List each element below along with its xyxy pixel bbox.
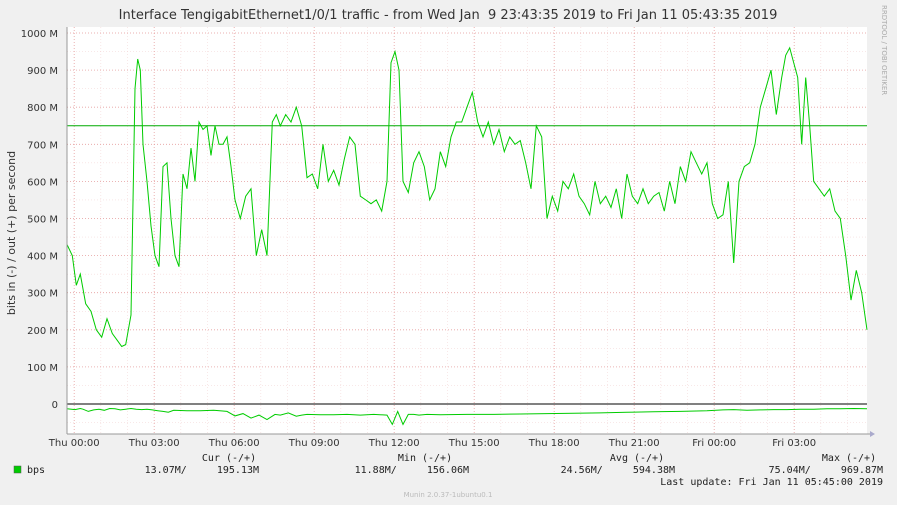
x-tick-label: Thu 06:00 bbox=[208, 438, 260, 449]
watermark: RRDTOOL / TOBI OETIKER bbox=[880, 5, 888, 95]
series-layer bbox=[66, 46, 868, 426]
y-tick-label: 800 M bbox=[27, 103, 58, 114]
x-tick-label: Fri 03:00 bbox=[772, 438, 816, 449]
x-tick-label: Thu 21:00 bbox=[608, 438, 660, 449]
y-tick-label: 700 M bbox=[27, 140, 58, 151]
legend-max-value: 75.04M/ 969.87M bbox=[769, 465, 883, 476]
legend-cur-value: 13.07M/ 195.13M bbox=[145, 465, 259, 476]
y-tick-label: 0 bbox=[52, 400, 58, 411]
y-tick-label: 1000 M bbox=[21, 29, 58, 40]
legend-header-cur: Cur (-/+) bbox=[202, 453, 256, 464]
x-tick-label: Fri 00:00 bbox=[692, 438, 736, 449]
y-tick-label: 900 M bbox=[27, 66, 58, 77]
y-tick-labels: 0 100 M 200 M 300 M 400 M 500 M 600 M 700 M 800 … bbox=[21, 29, 58, 411]
y-tick-label: 300 M bbox=[27, 289, 58, 300]
y-tick-label: 400 M bbox=[27, 252, 58, 263]
y-tick-label: 500 M bbox=[27, 215, 58, 226]
y-tick-label: 100 M bbox=[27, 363, 58, 374]
y-axis-label: bits in (-) / out (+) per second bbox=[5, 151, 18, 315]
x-tick-label: Thu 12:00 bbox=[368, 438, 420, 449]
y-tick-label: 600 M bbox=[27, 177, 58, 188]
x-tick-label: Thu 03:00 bbox=[128, 438, 180, 449]
footer-version: Munin 2.0.37-1ubuntu0.1 bbox=[404, 491, 493, 499]
legend-swatch bbox=[13, 465, 22, 474]
x-tick-label: Thu 15:00 bbox=[448, 438, 500, 449]
x-axis-arrow-icon bbox=[870, 431, 875, 437]
legend-header-avg: Avg (-/+) bbox=[610, 453, 664, 464]
y-tick-label: 200 M bbox=[27, 326, 58, 337]
legend-avg-value: 24.56M/ 594.38M bbox=[561, 465, 675, 476]
x-tick-label: Thu 00:00 bbox=[48, 438, 100, 449]
legend: Cur (-/+) Min (-/+) Avg (-/+) Max (-/+) … bbox=[13, 453, 883, 488]
legend-header-max: Max (-/+) bbox=[822, 453, 876, 464]
legend-header-min: Min (-/+) bbox=[398, 453, 452, 464]
x-tick-labels: Thu 00:00 Thu 03:00 Thu 06:00 Thu 09:00 Thu … bbox=[48, 438, 816, 449]
plot-area bbox=[67, 27, 867, 434]
legend-min-value: 11.88M/ 156.06M bbox=[355, 465, 469, 476]
series-line-in bbox=[66, 407, 868, 426]
chart-title: Interface TengigabitEthernet1/0/1 traffi… bbox=[119, 8, 778, 23]
series-line-out bbox=[66, 46, 868, 348]
last-update: Last update: Fri Jan 11 05:45:00 2019 bbox=[660, 477, 883, 488]
x-tick-label: Thu 09:00 bbox=[288, 438, 340, 449]
x-tick-label: Thu 18:00 bbox=[528, 438, 580, 449]
legend-series-label: bps bbox=[27, 465, 45, 476]
